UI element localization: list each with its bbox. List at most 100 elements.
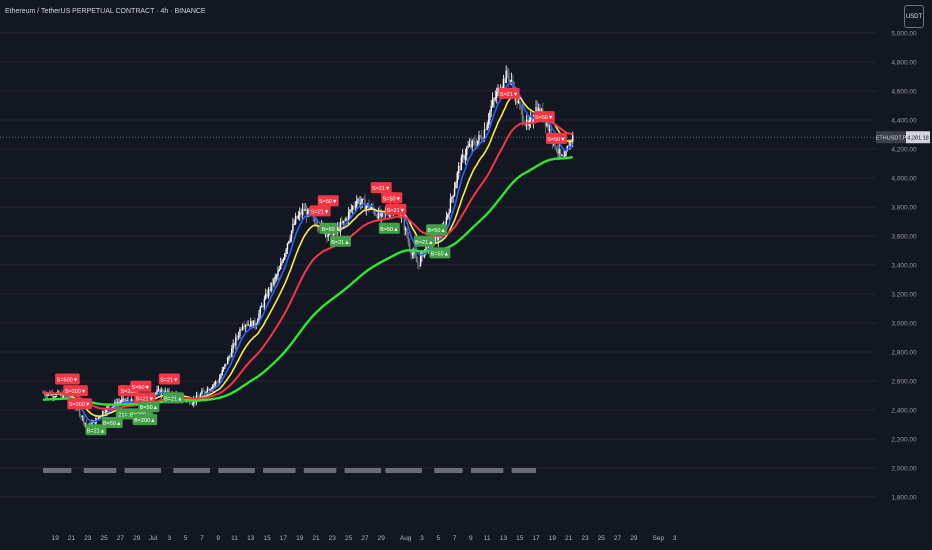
candle: [250, 321, 252, 327]
candle: [107, 406, 109, 408]
candle: [293, 223, 295, 225]
candle: [78, 408, 81, 416]
candle: [237, 335, 240, 338]
sell-signal-box: [309, 205, 331, 217]
buy-signal-text: B=50: [322, 227, 335, 233]
candle: [434, 236, 437, 239]
price-axis[interactable]: 1,800.00 2,000.00 2,200.00 2,400.00 2,600.00…: [891, 31, 917, 502]
y-tick-label: 3,400.00: [891, 263, 917, 270]
candle: [474, 141, 476, 145]
candle: [263, 298, 266, 308]
candle: [119, 401, 122, 403]
candle: [161, 389, 164, 394]
candle: [252, 320, 255, 328]
y-tick-label: 2,000.00: [891, 466, 917, 473]
x-tick-label: Sep: [653, 535, 665, 542]
candle: [546, 123, 548, 126]
time-axis[interactable]: 19 21 23 25 27 29 Jul 3 5 7 9 11 13 15 17 19 21 23 25 27 29 A…: [52, 535, 677, 542]
candle: [308, 209, 310, 213]
candle: [85, 422, 88, 426]
candle: [246, 325, 248, 327]
session-bar: [124, 468, 162, 473]
candle: [199, 394, 202, 398]
candle: [497, 88, 499, 92]
candle: [239, 329, 241, 336]
x-tick-label: 13: [500, 535, 508, 542]
candle: [44, 394, 47, 396]
candle: [409, 242, 411, 251]
ema-mid-line: [42, 95, 574, 417]
candle: [112, 405, 115, 407]
candle: [292, 224, 294, 231]
buy-signal-box: [138, 401, 160, 413]
candle: [61, 393, 63, 399]
candle: [572, 134, 574, 142]
y-tick-label: 1,800.00: [891, 495, 917, 502]
currency-button[interactable]: USDT: [904, 5, 924, 28]
candle: [294, 216, 297, 224]
candle: [407, 237, 410, 243]
candle: [96, 418, 99, 419]
sell-signal-text: S=21▼: [372, 186, 390, 192]
x-tick-label: Jul: [149, 535, 158, 542]
candle: [289, 238, 291, 242]
sell-signal-text: S=21▼: [387, 208, 405, 214]
candle: [244, 325, 247, 328]
candle: [365, 205, 367, 210]
candle: [46, 393, 48, 396]
candle: [520, 104, 522, 109]
candle: [482, 139, 484, 141]
candle: [62, 392, 65, 399]
candle: [331, 230, 333, 241]
candle: [447, 214, 449, 218]
candle: [304, 209, 306, 211]
candle: [282, 259, 285, 262]
buy-signal-text: B=50▲: [140, 405, 158, 411]
candle: [262, 306, 264, 308]
candle: [426, 244, 429, 250]
candle: [459, 166, 461, 171]
candle: [357, 199, 359, 201]
candle: [290, 230, 293, 239]
candle: [307, 209, 309, 217]
candle: [362, 198, 365, 200]
candle: [225, 363, 228, 365]
session-bar: [263, 468, 296, 473]
buy-signal-box: [413, 235, 435, 247]
candle: [337, 227, 339, 232]
x-tick-label: 15: [516, 535, 524, 542]
candle: [266, 293, 268, 297]
sell-signal-label: S=50▼: [533, 111, 555, 123]
candle: [271, 282, 274, 286]
candle: [440, 236, 442, 238]
candle: [229, 356, 232, 358]
buy-signal-text: B=21▲: [87, 428, 105, 434]
candle: [84, 422, 86, 424]
session-bar: [344, 468, 382, 473]
sell-signal-label: S=500▼: [55, 373, 80, 385]
candle: [277, 271, 279, 276]
y-tick-label: 3,000.00: [891, 321, 917, 328]
buy-signal-label: B=21▲: [413, 235, 435, 247]
candle: [231, 348, 233, 357]
x-tick-label: 11: [231, 535, 238, 542]
candle: [449, 198, 452, 213]
y-tick-label: 4,200.00: [891, 147, 917, 154]
x-tick-label: 9: [469, 535, 473, 542]
buy-signal-box: [132, 414, 158, 426]
candle: [303, 209, 305, 211]
candle: [275, 275, 278, 277]
candle: [54, 396, 56, 398]
y-tick-label: 5,000.00: [891, 31, 917, 38]
candle: [466, 147, 468, 155]
price-tag-text: 4,281.18: [907, 136, 928, 142]
sell-signal-text: S=21▼: [500, 92, 518, 98]
y-tick-label: 2,600.00: [891, 379, 917, 386]
candle: [414, 252, 416, 257]
buy-signal-box: [85, 424, 107, 436]
candle: [206, 388, 209, 393]
candle: [296, 216, 298, 219]
buy-signal-box: [329, 235, 351, 247]
candle: [260, 306, 263, 308]
